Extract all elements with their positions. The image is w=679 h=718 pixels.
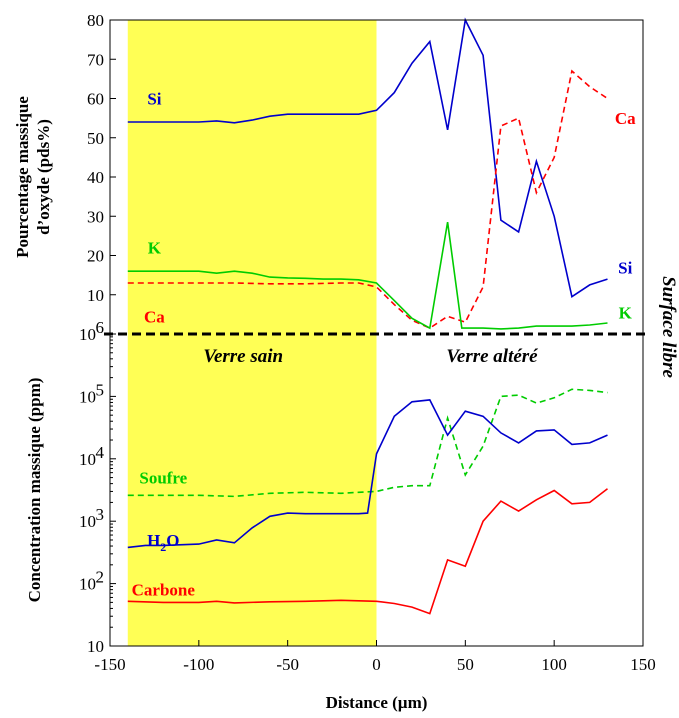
series-line-k bbox=[127, 221, 608, 330]
top-y-tick-label: 70 bbox=[87, 50, 104, 69]
top-y-tick-label: 20 bbox=[87, 247, 104, 266]
series-line-h2o bbox=[127, 399, 608, 549]
series-label: Ca bbox=[144, 307, 165, 326]
x-tick-label: 150 bbox=[630, 655, 656, 674]
series-label: K bbox=[148, 239, 162, 258]
bottom-panel-series bbox=[127, 388, 608, 615]
x-tick-label: 100 bbox=[541, 655, 567, 674]
series-labels: Si Ca K Ca Si K Soufre Carbone H2O bbox=[132, 90, 636, 600]
series-label: Si bbox=[147, 90, 161, 109]
bottom-y-tick-label: 10 bbox=[79, 450, 96, 469]
top-y-tick-label: 10 bbox=[87, 286, 104, 305]
bottom-y-tick-label: 10 bbox=[79, 387, 96, 406]
top-y-tick-label: 30 bbox=[87, 207, 104, 226]
series-label: Si bbox=[618, 258, 632, 277]
series-label: Soufre bbox=[139, 469, 187, 488]
x-axis-title: Distance (µm) bbox=[326, 693, 428, 712]
x-tick-label: -100 bbox=[183, 655, 214, 674]
series-line-carbone bbox=[127, 488, 608, 615]
bottom-y-tick-exponent: 2 bbox=[96, 568, 105, 587]
bottom-y-tick-exponent: 4 bbox=[96, 443, 105, 462]
bottom-y-tick-label: 10 bbox=[79, 575, 96, 594]
x-tick-label: -50 bbox=[276, 655, 299, 674]
bottom-y-tick-exponent: 3 bbox=[96, 505, 105, 524]
bottom-y-tick-label: 10 bbox=[79, 512, 96, 531]
bottom-y-tick-exponent: 5 bbox=[96, 380, 105, 399]
series-label: Ca bbox=[615, 109, 636, 128]
top-y-tick-label: 60 bbox=[87, 90, 104, 109]
series-label: Carbone bbox=[132, 581, 196, 600]
verre-altere-label: Verre altéré bbox=[446, 346, 538, 367]
series-line-soufre bbox=[127, 388, 608, 498]
top-ylabel-line-1: Pourcentage massique bbox=[13, 96, 32, 258]
surface-libre-label: Surface libre bbox=[658, 276, 679, 378]
series-label: K bbox=[619, 303, 633, 322]
bottom-y-tick-label: 10 bbox=[79, 325, 96, 344]
series-label-h2o: H2O bbox=[147, 531, 179, 554]
top-y-tick-label: 40 bbox=[87, 168, 104, 187]
series-line-si bbox=[127, 17, 608, 299]
x-tick-label: 50 bbox=[457, 655, 474, 674]
series-line-ca bbox=[127, 69, 608, 330]
top-ylabel-line-2: d’oxyde (pds%) bbox=[34, 119, 53, 235]
verre-sain-label: Verre sain bbox=[203, 346, 283, 367]
top-y-ticks: 10 20 30 40 50 60 70 80 bbox=[87, 11, 116, 305]
bottom-y-tick-exponent: 6 bbox=[96, 318, 105, 337]
top-y-tick-label: 80 bbox=[87, 11, 104, 30]
top-y-tick-label: 50 bbox=[87, 129, 104, 148]
bottom-ylabel: Concentration massique (ppm) bbox=[25, 378, 44, 603]
top-panel-series bbox=[127, 17, 608, 330]
x-tick-label: -150 bbox=[94, 655, 125, 674]
x-ticks: -150 -100 -50 0 50 100 150 bbox=[94, 640, 656, 674]
x-tick-label: 0 bbox=[372, 655, 381, 674]
bottom-y-tick-label: 10 bbox=[87, 637, 104, 656]
